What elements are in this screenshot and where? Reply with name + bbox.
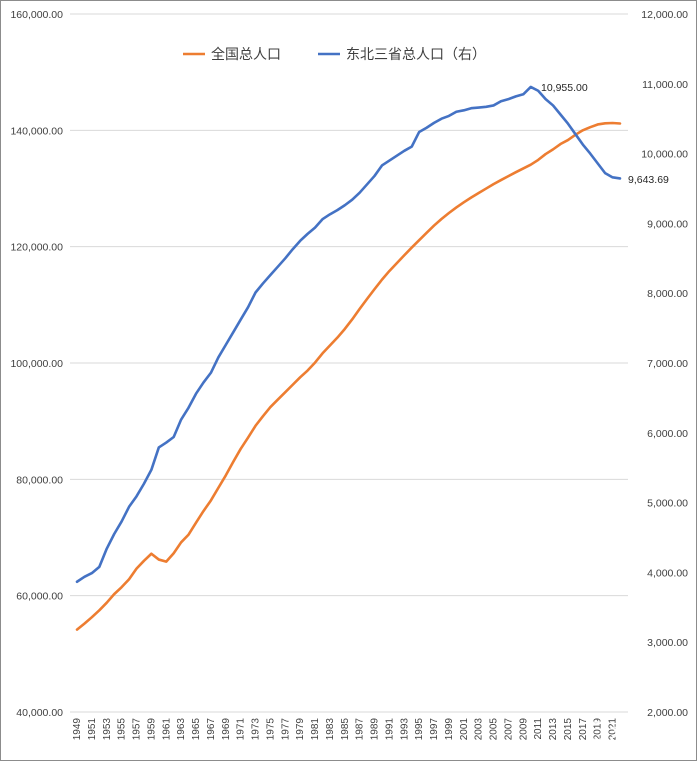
y-left-tick-label: 80,000.00: [16, 474, 63, 486]
series-line-northeast: [75, 85, 622, 584]
x-tick-label: 2003: [474, 718, 485, 741]
x-tick-label: 2021: [608, 718, 619, 741]
data-annotations: 10,955.00 9,643.69: [541, 82, 669, 186]
x-tick-label: 2017: [578, 718, 589, 741]
y-left-tick-label: 40,000.00: [16, 707, 63, 719]
x-tick-label: 1995: [414, 718, 425, 741]
left-y-axis: 40,000.00 60,000.00 80,000.00 100,000.00 120…: [10, 9, 63, 719]
x-tick-label: 2019: [593, 718, 604, 741]
watermark: 文智简单 @cuilimei9: [587, 721, 670, 755]
x-tick-label: 2007: [503, 718, 514, 741]
x-tick-label: 1957: [132, 718, 143, 741]
x-tick-label: 1977: [280, 718, 291, 741]
y-left-tick-label: 100,000.00: [10, 358, 63, 370]
x-tick-label: 1999: [444, 718, 455, 741]
x-tick-label: 2015: [563, 718, 574, 741]
y-right-tick-label: 8,000.00: [647, 288, 688, 300]
watermark-handle: @cuilimei9: [595, 741, 654, 755]
x-tick-label: 2013: [548, 718, 559, 741]
x-tick-label: 1951: [87, 718, 98, 741]
x-tick-label: 1969: [221, 718, 232, 741]
x-tick-label: 1955: [117, 718, 128, 741]
x-tick-label: 1987: [355, 718, 366, 741]
y-right-tick-label: 7,000.00: [647, 358, 688, 370]
x-tick-label: 2009: [518, 718, 529, 741]
x-tick-label: 2005: [489, 718, 500, 741]
y-right-tick-label: 6,000.00: [647, 428, 688, 440]
x-tick-label: 1949: [72, 718, 83, 741]
x-tick-label: 1971: [236, 718, 247, 741]
x-tick-label: 1975: [265, 718, 276, 741]
x-tick-label: 1965: [191, 718, 202, 741]
annotation-peak: 10,955.00: [541, 82, 588, 94]
y-right-tick-label: 5,000.00: [647, 498, 688, 510]
x-tick-label: 1991: [384, 718, 395, 741]
x-tick-label: 1981: [310, 718, 321, 741]
right-y-axis: 2,000.00 3,000.00 4,000.00 5,000.00 6,000.00…: [641, 9, 688, 719]
watermark-logo-icon: [587, 721, 607, 741]
series-lines: [75, 85, 622, 631]
x-tick-label: 1983: [325, 718, 336, 741]
x-axis: 1949 1951 1953 1955 1957 1959 1961 1963 1965 1967…: [72, 718, 619, 741]
y-right-tick-label: 10,000.00: [641, 149, 688, 161]
x-tick-label: 1961: [161, 718, 172, 741]
x-tick-label: 1993: [399, 718, 410, 741]
y-right-tick-label: 4,000.00: [647, 567, 688, 579]
x-tick-label: 2001: [459, 718, 470, 741]
x-tick-label: 1967: [206, 718, 217, 741]
y-left-tick-label: 120,000.00: [10, 242, 63, 254]
legend-label-national: 全国总人口: [211, 46, 281, 62]
y-right-tick-label: 12,000.00: [641, 9, 688, 21]
legend-label-northeast: 东北三省总人口（右）: [346, 46, 486, 62]
y-right-tick-label: 9,000.00: [647, 218, 688, 230]
y-right-tick-label: 3,000.00: [647, 637, 688, 649]
x-tick-label: 1985: [340, 718, 351, 741]
y-left-tick-label: 160,000.00: [10, 9, 63, 21]
y-right-tick-label: 2,000.00: [647, 707, 688, 719]
x-tick-label: 1973: [251, 718, 262, 741]
x-tick-label: 2011: [533, 718, 544, 740]
x-tick-label: 1963: [176, 718, 187, 741]
y-left-tick-label: 60,000.00: [16, 591, 63, 603]
x-tick-label: 1997: [429, 718, 440, 741]
watermark-text: 文智简单: [610, 723, 670, 741]
x-tick-label: 1989: [370, 718, 381, 741]
x-tick-label: 1959: [146, 718, 157, 741]
annotation-latest: 9,643.69: [628, 174, 669, 186]
legend[interactable]: 全国总人口 东北三省总人口（右）: [183, 46, 486, 62]
grid-lines: [70, 13, 628, 713]
y-left-tick-label: 140,000.00: [10, 125, 63, 137]
series-line-national: [75, 121, 622, 631]
x-tick-label: 1953: [102, 718, 113, 741]
x-tick-label: 1979: [295, 718, 306, 741]
y-right-tick-label: 11,000.00: [642, 79, 688, 91]
